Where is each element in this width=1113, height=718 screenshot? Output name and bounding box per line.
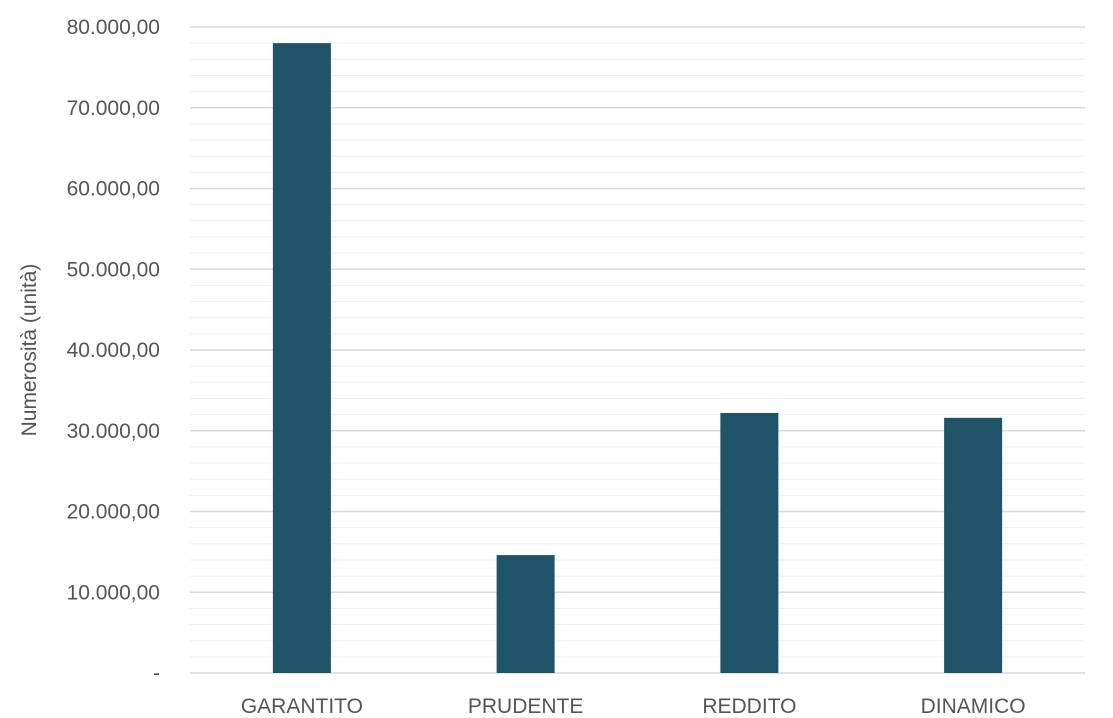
y-tick-label: 60.000,00 — [67, 178, 160, 201]
y-tick-label: - — [153, 662, 160, 685]
x-category-label: REDDITO — [702, 695, 796, 718]
bar-prudente — [496, 555, 555, 673]
y-tick-label: 80.000,00 — [67, 16, 160, 39]
y-tick-label: 10.000,00 — [67, 581, 160, 604]
x-axis-category-labels: GARANTITO PRUDENTE REDDITO DINAMICO — [241, 695, 1026, 718]
x-category-label: PRUDENTE — [468, 695, 584, 718]
bar-garantito — [272, 43, 331, 673]
minor-gridlines — [190, 42, 1085, 658]
major-gridlines — [190, 26, 1085, 674]
x-category-label: DINAMICO — [921, 695, 1026, 718]
y-tick-label: 70.000,00 — [67, 97, 160, 120]
y-tick-label: 20.000,00 — [67, 501, 160, 524]
y-axis-tick-labels: - 10.000,00 20.000,00 30.000,00 40.000,00 50.… — [67, 16, 160, 685]
bar-reddito — [720, 412, 779, 673]
y-tick-label: 50.000,00 — [67, 258, 160, 281]
y-axis-title: Numerosità (unità) — [18, 264, 41, 437]
y-tick-label: 40.000,00 — [67, 339, 160, 362]
bars — [272, 43, 1003, 673]
x-category-label: GARANTITO — [241, 695, 363, 718]
bar-dinamico — [944, 417, 1003, 673]
y-tick-label: 30.000,00 — [67, 420, 160, 443]
